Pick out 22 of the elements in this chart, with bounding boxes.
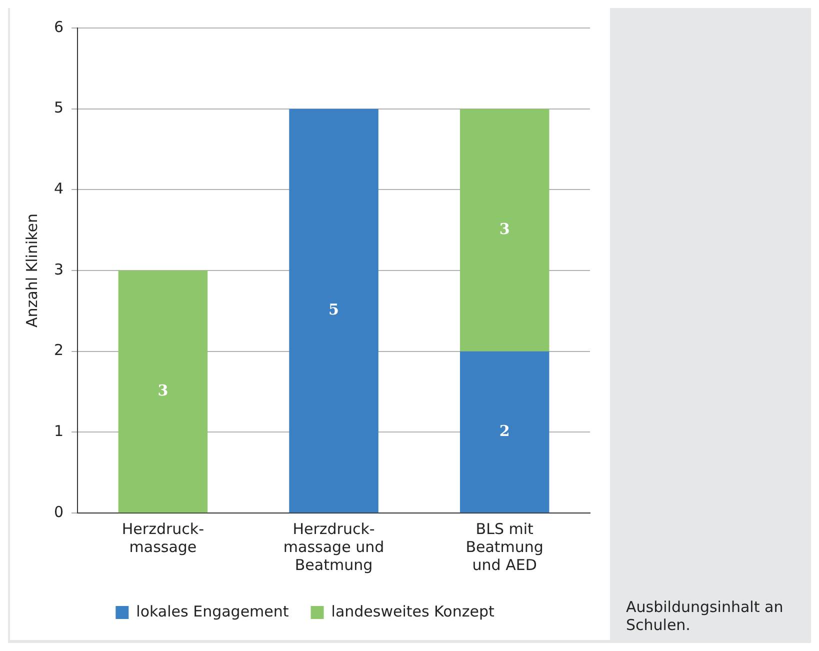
y-tick-label: 6 [54, 18, 64, 36]
y-tick-label: 1 [54, 422, 64, 440]
y-tick-label: 0 [54, 502, 64, 521]
data-label: 3 [158, 381, 168, 400]
y-tick-label: 4 [54, 180, 64, 198]
legend-label: lokales Engagement [136, 602, 289, 620]
data-label: 3 [499, 220, 510, 238]
x-tick-label: BLS mit Beatmung und AED [466, 520, 544, 574]
data-label: 5 [328, 300, 339, 319]
x-tick-label: Herzdruck-massage und Beatmung [283, 520, 384, 574]
y-axis-title: Anzahl Kliniken [22, 213, 41, 328]
bar [289, 108, 378, 513]
legend-label: landesweites Konzept [331, 602, 494, 620]
bar [460, 108, 550, 352]
text: Ausbildungsinhalt an Schulen. [626, 598, 784, 634]
bar [118, 270, 208, 513]
bar [460, 351, 550, 513]
y-tick-label: 5 [54, 98, 64, 117]
data-label: 2 [499, 422, 510, 440]
y-tick-label: 2 [54, 341, 64, 360]
x-tick-label: Herzdruck-massage [122, 520, 204, 556]
y-tick-label: 3 [54, 260, 64, 278]
